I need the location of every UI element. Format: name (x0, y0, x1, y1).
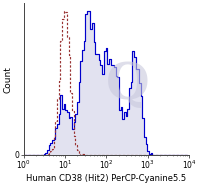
Text: Q: Q (106, 61, 150, 110)
Y-axis label: Count: Count (3, 66, 12, 93)
X-axis label: Human CD38 (Hit2) PerCP-Cyanine5.5: Human CD38 (Hit2) PerCP-Cyanine5.5 (26, 174, 186, 182)
